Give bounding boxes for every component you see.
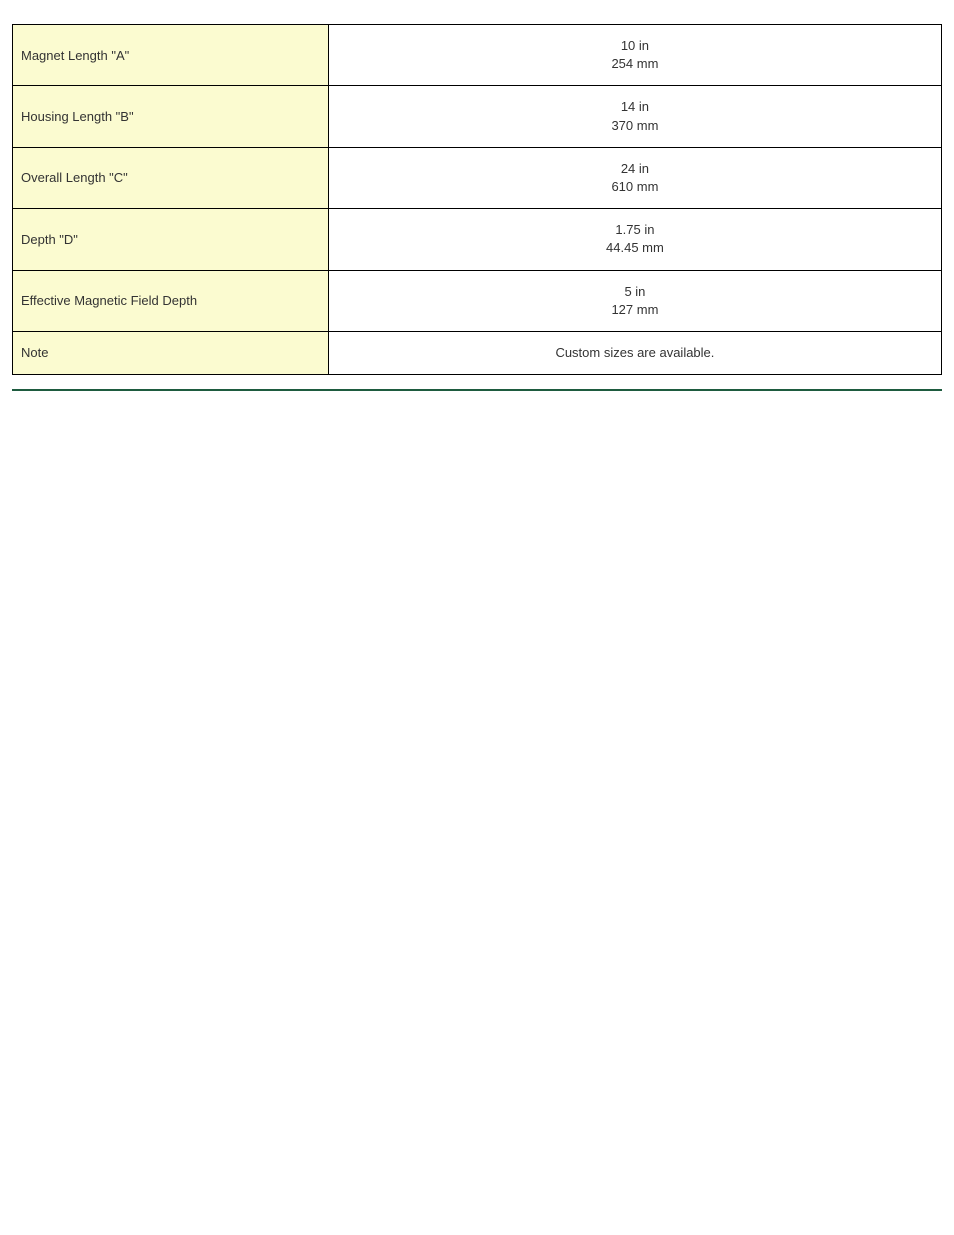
note-value: Custom sizes are available. <box>328 331 941 374</box>
value-imperial: 24 in <box>621 161 649 176</box>
value-metric: 127 mm <box>611 302 658 317</box>
table-row: Magnet Length "A" 10 in 254 mm <box>13 25 942 86</box>
table-row: Depth "D" 1.75 in 44.45 mm <box>13 209 942 270</box>
spec-value: 24 in 610 mm <box>328 147 941 208</box>
section-divider <box>12 389 942 391</box>
value-imperial: 5 in <box>624 284 645 299</box>
spec-label: Overall Length "C" <box>13 147 329 208</box>
table-row: Overall Length "C" 24 in 610 mm <box>13 147 942 208</box>
spec-label: Housing Length "B" <box>13 86 329 147</box>
specifications-table: Magnet Length "A" 10 in 254 mm Housing L… <box>12 24 942 375</box>
note-label: Note <box>13 331 329 374</box>
table-row: Effective Magnetic Field Depth 5 in 127 … <box>13 270 942 331</box>
value-imperial: 14 in <box>621 99 649 114</box>
value-metric: 370 mm <box>611 118 658 133</box>
value-imperial: 1.75 in <box>615 222 654 237</box>
value-metric: 610 mm <box>611 179 658 194</box>
spec-label: Effective Magnetic Field Depth <box>13 270 329 331</box>
spec-value: 10 in 254 mm <box>328 25 941 86</box>
table-row-note: Note Custom sizes are available. <box>13 331 942 374</box>
table-row: Housing Length "B" 14 in 370 mm <box>13 86 942 147</box>
value-metric: 254 mm <box>611 56 658 71</box>
spec-value: 14 in 370 mm <box>328 86 941 147</box>
spec-label: Magnet Length "A" <box>13 25 329 86</box>
spec-label: Depth "D" <box>13 209 329 270</box>
spec-value: 5 in 127 mm <box>328 270 941 331</box>
value-imperial: 10 in <box>621 38 649 53</box>
spec-value: 1.75 in 44.45 mm <box>328 209 941 270</box>
value-metric: 44.45 mm <box>606 240 664 255</box>
